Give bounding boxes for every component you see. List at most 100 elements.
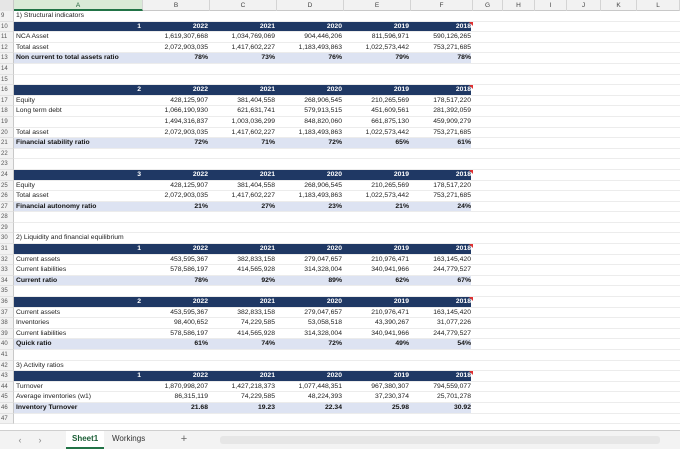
value-cell[interactable]: 73% <box>261 54 275 62</box>
row-number[interactable]: 24 <box>0 169 14 181</box>
year-header-cell[interactable]: 2022 <box>192 245 208 253</box>
table-index-cell[interactable]: 2 <box>137 86 141 94</box>
value-cell[interactable]: 2,072,903,035 <box>164 43 208 51</box>
value-cell[interactable]: 79% <box>395 54 409 62</box>
value-cell[interactable]: 1,417,602,227 <box>231 43 275 51</box>
year-header-cell[interactable]: 2018 <box>411 297 473 307</box>
value-cell[interactable]: 67% <box>457 276 471 284</box>
row-number[interactable]: 12 <box>0 42 14 54</box>
row-number[interactable]: 45 <box>0 392 14 403</box>
value-cell[interactable]: 281,392,059 <box>433 107 471 115</box>
row-number[interactable]: 23 <box>0 159 14 170</box>
row-label-cell[interactable]: Total asset <box>16 192 49 200</box>
year-header-cell[interactable]: 2021 <box>259 372 275 380</box>
value-cell[interactable]: 178,517,220 <box>433 181 471 189</box>
row-number[interactable]: 30 <box>0 233 14 245</box>
column-header-i[interactable]: I <box>535 0 567 11</box>
year-header-cell[interactable]: 2021 <box>259 298 275 306</box>
year-header-cell[interactable]: 2020 <box>326 298 342 306</box>
column-header-d[interactable]: D <box>277 0 344 11</box>
column-header-g[interactable]: G <box>473 0 503 11</box>
row-label-cell[interactable]: Current assets <box>16 255 61 263</box>
value-cell[interactable]: 1,034,769,069 <box>231 33 275 41</box>
table-index-cell[interactable]: 1 <box>137 22 141 30</box>
value-cell[interactable]: 27% <box>261 202 275 210</box>
row-number[interactable]: 9 <box>0 11 14 22</box>
value-cell[interactable]: 210,265,569 <box>371 96 409 104</box>
row-number[interactable]: 28 <box>0 212 14 223</box>
value-cell[interactable]: 382,833,158 <box>237 255 275 263</box>
row-number[interactable]: 35 <box>0 286 14 298</box>
value-cell[interactable]: 23% <box>328 202 342 210</box>
row-number[interactable]: 25 <box>0 180 14 192</box>
row-label-cell[interactable]: Current assets <box>16 308 61 316</box>
value-cell[interactable]: 428,125,907 <box>170 181 208 189</box>
year-header-cell[interactable]: 2020 <box>326 372 342 380</box>
value-cell[interactable]: 86,315,119 <box>174 393 208 401</box>
value-cell[interactable]: 268,906,545 <box>304 96 342 104</box>
value-cell[interactable]: 78% <box>194 54 208 62</box>
value-cell[interactable]: 314,328,004 <box>304 329 342 337</box>
year-header-cell[interactable]: 2020 <box>326 245 342 253</box>
value-cell[interactable]: 590,126,265 <box>433 33 471 41</box>
value-cell[interactable]: 1,417,602,227 <box>231 192 275 200</box>
year-header-cell[interactable]: 2018 <box>411 169 473 180</box>
value-cell[interactable]: 210,976,471 <box>371 308 409 316</box>
row-number[interactable]: 21 <box>0 138 14 149</box>
value-cell[interactable]: 967,380,307 <box>371 382 409 390</box>
value-cell[interactable]: 578,586,197 <box>170 266 208 274</box>
row-number[interactable]: 43 <box>0 371 14 382</box>
row-number[interactable]: 34 <box>0 275 14 287</box>
column-header-j[interactable]: J <box>567 0 601 11</box>
value-cell[interactable]: 244,779,527 <box>433 329 471 337</box>
column-header-c[interactable]: C <box>210 0 277 11</box>
row-label-cell[interactable]: Total asset <box>16 43 49 51</box>
row-number[interactable]: 39 <box>0 328 14 340</box>
value-cell[interactable]: 22.34 <box>324 403 342 411</box>
row-label-cell[interactable]: Financial autonomy ratio <box>16 202 97 210</box>
value-cell[interactable]: 340,941,966 <box>371 329 409 337</box>
row-label-cell[interactable]: Current liabilities <box>16 329 67 337</box>
row-label-cell[interactable]: 3) Activity ratios <box>16 361 64 369</box>
value-cell[interactable]: 621,631,741 <box>237 107 275 115</box>
value-cell[interactable]: 1,619,307,668 <box>164 33 208 41</box>
value-cell[interactable]: 453,595,367 <box>170 255 208 263</box>
value-cell[interactable]: 25.98 <box>391 403 409 411</box>
value-cell[interactable]: 30.92 <box>453 403 471 411</box>
tab-workings[interactable]: Workings <box>112 434 146 443</box>
value-cell[interactable]: 1,427,218,373 <box>231 382 275 390</box>
row-label-cell[interactable]: Financial stability ratio <box>16 139 90 147</box>
row-number[interactable]: 11 <box>0 32 14 43</box>
value-cell[interactable]: 279,047,657 <box>304 308 342 316</box>
value-cell[interactable]: 89% <box>328 276 342 284</box>
row-label-cell[interactable]: Long term debt <box>16 107 62 115</box>
value-cell[interactable]: 21% <box>194 202 208 210</box>
value-cell[interactable]: 24% <box>457 202 471 210</box>
row-number[interactable]: 47 <box>0 413 14 425</box>
value-cell[interactable]: 794,559,077 <box>433 382 471 390</box>
value-cell[interactable]: 21% <box>395 202 409 210</box>
value-cell[interactable]: 2,072,903,035 <box>164 128 208 136</box>
row-label-cell[interactable]: Turnover <box>16 382 43 390</box>
value-cell[interactable]: 98,400,652 <box>173 319 208 327</box>
row-number[interactable]: 32 <box>0 254 14 266</box>
row-number[interactable]: 15 <box>0 74 14 86</box>
year-header-cell[interactable]: 2020 <box>326 86 342 94</box>
tab-sheet1[interactable]: Sheet1 <box>66 431 105 449</box>
row-number[interactable]: 17 <box>0 95 14 107</box>
select-all-corner[interactable] <box>0 0 14 11</box>
next-sheet-arrow-icon[interactable]: › <box>38 435 42 445</box>
value-cell[interactable]: 1,022,573,442 <box>365 192 409 200</box>
row-number[interactable]: 33 <box>0 265 14 276</box>
value-cell[interactable]: 268,906,545 <box>304 181 342 189</box>
row-number[interactable]: 36 <box>0 297 14 308</box>
year-header-cell[interactable]: 2022 <box>192 86 208 94</box>
value-cell[interactable]: 340,941,966 <box>371 266 409 274</box>
year-header-cell[interactable]: 2018 <box>411 244 473 254</box>
value-cell[interactable]: 25,701,278 <box>436 393 471 401</box>
year-header-cell[interactable]: 2021 <box>259 245 275 253</box>
value-cell[interactable]: 459,909,279 <box>433 117 471 125</box>
value-cell[interactable]: 753,271,685 <box>433 192 471 200</box>
table-index-cell[interactable]: 2 <box>137 298 141 306</box>
value-cell[interactable]: 74,229,585 <box>240 319 275 327</box>
